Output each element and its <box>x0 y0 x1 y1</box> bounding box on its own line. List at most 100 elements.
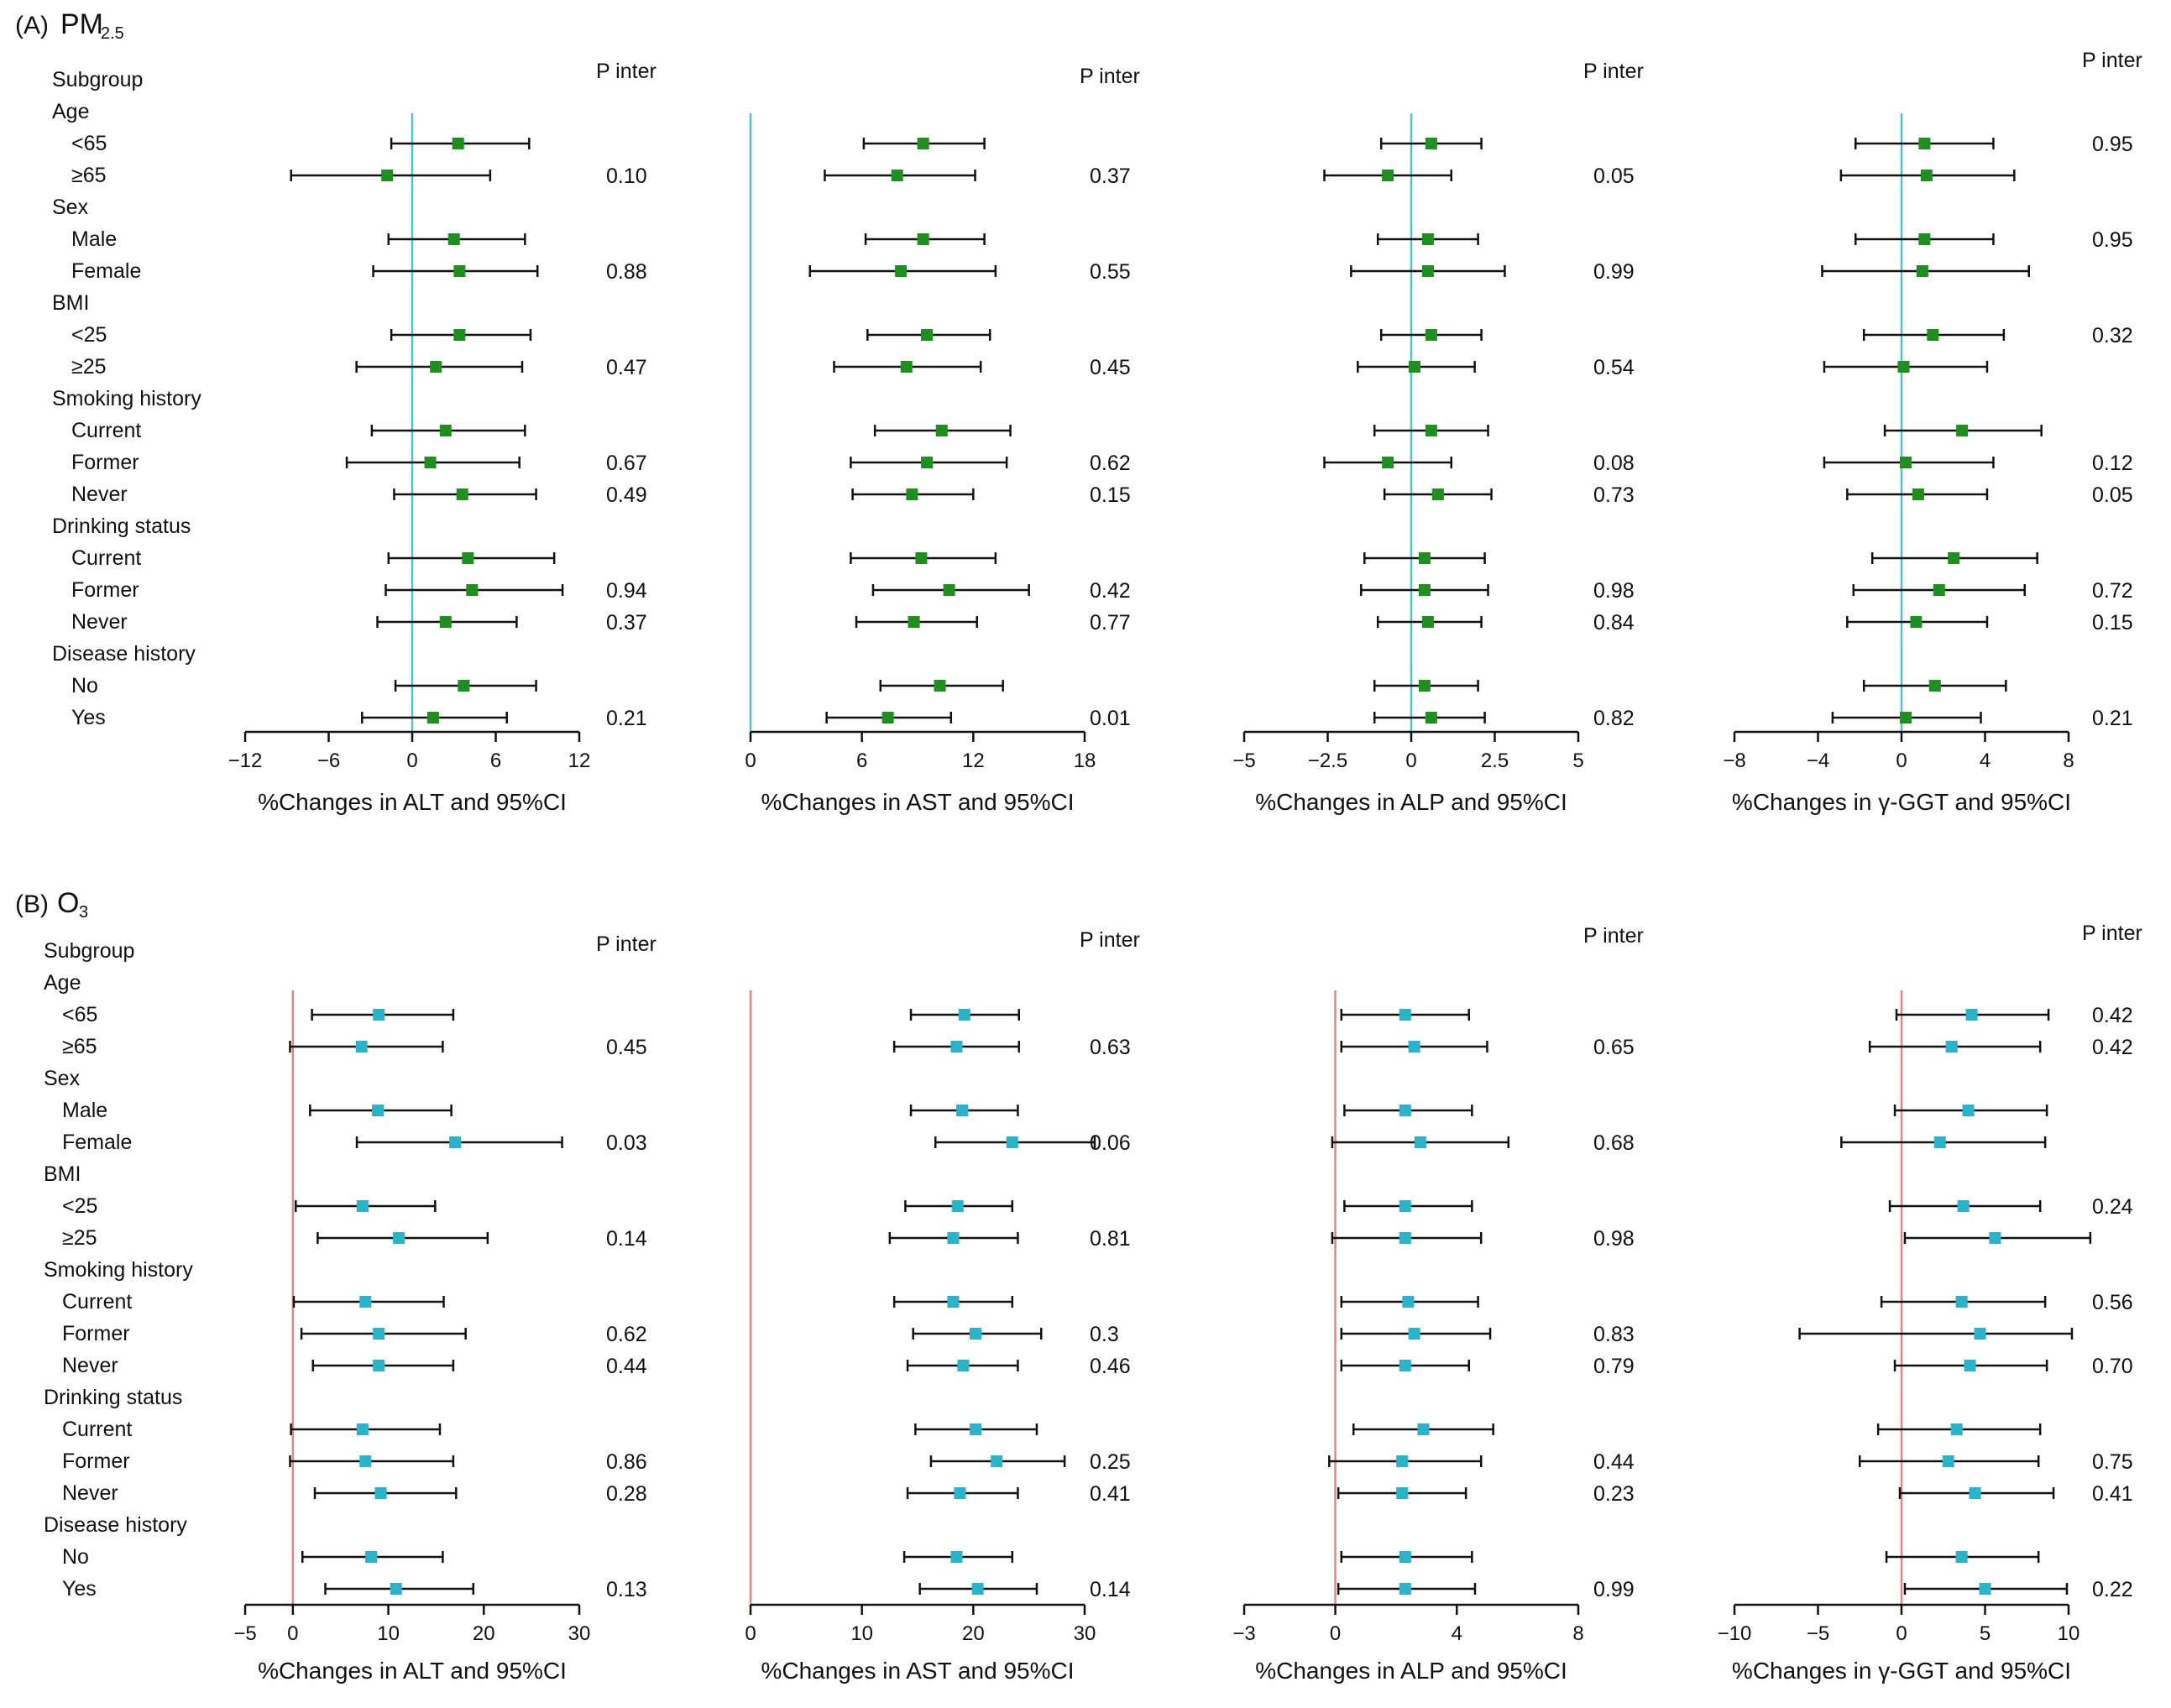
estimate-marker <box>458 680 470 692</box>
estimate-marker <box>1414 1136 1426 1148</box>
p-interaction-value: 0.86 <box>606 1450 647 1474</box>
subgroup-category-label: Smoking history <box>52 387 201 410</box>
p-interaction-value: 0.3 <box>1090 1323 1119 1346</box>
subgroup-category-label: Age <box>52 100 89 123</box>
estimate-marker <box>453 265 466 277</box>
estimate-marker <box>1425 425 1437 436</box>
panel-tag: (B) <box>15 891 49 918</box>
p-interaction-value: 0.08 <box>1593 452 1635 475</box>
subgroup-category-label: Disease history <box>52 642 196 666</box>
estimate-marker <box>462 552 474 564</box>
p-interaction-value: 0.62 <box>606 1323 647 1346</box>
x-axis-tick-label: 0 <box>406 750 417 772</box>
p-interaction-value: 0.55 <box>1090 260 1131 284</box>
estimate-marker <box>950 1041 963 1052</box>
estimate-marker <box>1899 712 1912 723</box>
estimate-marker <box>1396 1487 1409 1499</box>
subgroup-level-label: Current <box>62 1290 132 1314</box>
subgroup-level-label: <25 <box>62 1194 97 1218</box>
x-axis-tick-label: 5 <box>1980 1622 1991 1645</box>
estimate-marker <box>917 138 929 149</box>
estimate-marker <box>1955 1296 1968 1308</box>
estimate-marker <box>921 329 934 341</box>
x-axis-tick-label: 10 <box>377 1622 400 1645</box>
p-interaction-value: 0.95 <box>2092 228 2133 252</box>
estimate-marker <box>1399 1583 1411 1595</box>
estimate-marker <box>365 1551 378 1563</box>
p-inter-header: P inter <box>596 60 657 83</box>
estimate-marker <box>356 1423 369 1435</box>
estimate-marker <box>951 1200 964 1212</box>
estimate-marker <box>1918 233 1931 245</box>
estimate-marker <box>895 265 908 277</box>
subgroup-level-label: ≥25 <box>71 355 107 379</box>
estimate-marker <box>1899 457 1912 468</box>
estimate-marker <box>935 425 948 436</box>
estimate-marker <box>372 1105 385 1116</box>
p-interaction-value: 0.44 <box>1593 1450 1635 1474</box>
subgroup-category-label: Drinking status <box>44 1386 182 1409</box>
x-axis-title: %Changes in γ-GGT and 95%CI <box>1732 789 2071 815</box>
estimate-marker <box>956 1105 969 1116</box>
estimate-marker <box>1382 457 1394 468</box>
p-interaction-value: 0.88 <box>606 260 647 284</box>
p-inter-header: P inter <box>596 932 657 956</box>
p-interaction-value: 0.14 <box>606 1227 647 1251</box>
subgroup-level-label: <65 <box>71 132 107 155</box>
estimate-marker <box>1418 680 1431 692</box>
p-interaction-value: 0.95 <box>2092 133 2133 156</box>
x-axis-tick-label: 6 <box>490 750 501 772</box>
subgroup-level-label: ≥65 <box>62 1035 97 1058</box>
subgroup-category-label: Sex <box>44 1067 81 1090</box>
subgroup-level-label: Current <box>62 1418 132 1441</box>
subgroup-level-label: Never <box>62 1354 118 1377</box>
p-interaction-value: 0.63 <box>1090 1036 1131 1059</box>
subgroup-level-label: <65 <box>62 1003 97 1026</box>
estimate-marker <box>1933 1136 1946 1148</box>
p-interaction-value: 0.77 <box>1090 611 1131 635</box>
estimate-marker <box>1399 1360 1411 1371</box>
x-axis-tick-label: 0 <box>1896 750 1907 772</box>
estimate-marker <box>1399 1551 1411 1563</box>
p-interaction-value: 0.45 <box>1090 356 1131 379</box>
estimate-marker <box>954 1487 966 1499</box>
estimate-marker <box>1962 1105 1975 1116</box>
estimate-marker <box>1979 1583 1991 1595</box>
estimate-marker <box>1417 1423 1430 1435</box>
estimate-marker <box>969 1328 981 1340</box>
subgroup-level-label: Former <box>62 1449 130 1473</box>
p-interaction-value: 0.22 <box>2092 1578 2133 1601</box>
subgroup-level-label: Current <box>71 419 141 442</box>
p-interaction-value: 0.79 <box>1593 1355 1635 1378</box>
estimate-marker <box>891 170 903 181</box>
subgroup-level-label: Never <box>71 610 128 634</box>
p-interaction-value: 0.62 <box>1090 452 1131 475</box>
x-axis-tick-label: −5 <box>233 1622 256 1645</box>
p-interaction-value: 0.06 <box>1090 1131 1131 1155</box>
subgroup-level-label: Female <box>62 1131 132 1154</box>
subgroup-level-label: No <box>71 674 98 697</box>
estimate-marker <box>1006 1136 1018 1148</box>
p-interaction-value: 0.83 <box>1593 1323 1635 1346</box>
estimate-marker <box>466 584 479 596</box>
estimate-marker <box>373 1360 385 1371</box>
estimate-marker <box>1408 1328 1420 1340</box>
x-axis-tick-label: −6 <box>317 750 340 772</box>
subgroup-category-label: Sex <box>52 196 89 219</box>
x-axis-title: %Changes in ALT and 95%CI <box>258 1658 567 1684</box>
p-interaction-value: 0.12 <box>2092 452 2133 475</box>
p-interaction-value: 0.42 <box>2092 1036 2133 1059</box>
p-interaction-value: 0.41 <box>1090 1482 1131 1506</box>
p-interaction-value: 0.98 <box>1593 1227 1635 1251</box>
estimate-marker <box>1989 1232 2001 1244</box>
estimate-marker <box>430 361 442 373</box>
p-interaction-value: 0.37 <box>606 611 647 635</box>
estimate-marker <box>950 1551 963 1563</box>
x-axis-tick-label: 30 <box>568 1622 591 1645</box>
p-interaction-value: 0.56 <box>2092 1291 2133 1314</box>
estimate-marker <box>906 488 918 500</box>
estimate-marker <box>393 1232 405 1244</box>
estimate-marker <box>1933 584 1945 596</box>
p-interaction-value: 0.21 <box>606 707 647 730</box>
estimate-marker <box>1418 552 1431 564</box>
